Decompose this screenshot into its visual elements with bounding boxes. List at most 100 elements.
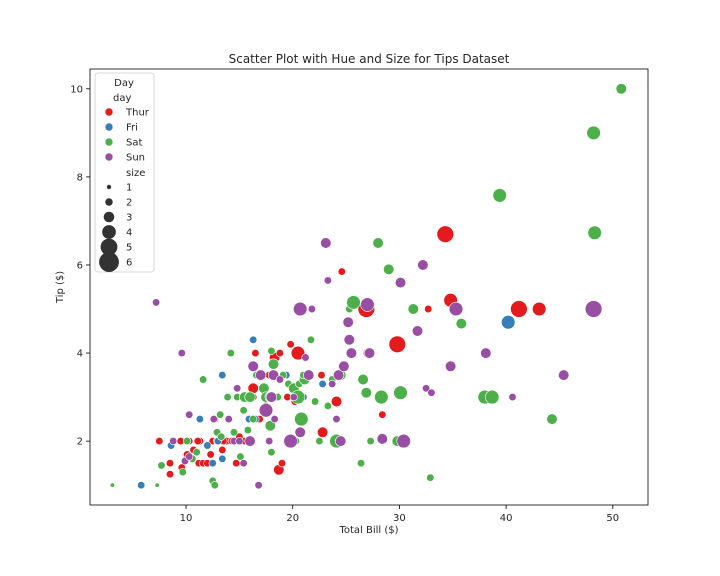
point-sat-1 [154, 482, 160, 488]
point-sat-52 [366, 437, 375, 446]
point-thur-39 [330, 395, 343, 408]
point-thur-29 [275, 349, 284, 358]
point-sat-65 [586, 125, 601, 141]
legend-hue-heading: day [113, 93, 131, 104]
point-thur-44 [388, 335, 406, 353]
point-sun-28 [307, 304, 316, 314]
point-sun-22 [283, 433, 298, 449]
legend-size-marker-1 [106, 184, 112, 190]
point-fri-3 [195, 415, 204, 424]
point-sat-29 [267, 358, 280, 370]
point-sun-25 [294, 426, 306, 438]
point-sun-2 [177, 349, 186, 358]
legend-size-label-1: 1 [126, 183, 132, 194]
point-sun-11 [239, 459, 248, 468]
point-sat-0 [109, 482, 115, 488]
point-sun-26 [301, 353, 310, 362]
points-layer [109, 83, 627, 490]
point-sat-53 [372, 237, 384, 249]
point-fri-0 [137, 481, 146, 490]
point-sat-17 [236, 452, 245, 461]
point-sat-14 [226, 349, 235, 358]
point-thur-0 [155, 437, 164, 446]
point-sun-24 [293, 301, 308, 317]
point-thur-22 [251, 349, 260, 358]
point-sun-6 [209, 415, 218, 424]
point-sun-13 [247, 360, 259, 372]
point-sun-46 [422, 384, 431, 393]
y-tick-label-10: 10 [70, 84, 83, 95]
legend-label-fri: Fri [126, 123, 138, 134]
point-sat-48 [346, 295, 361, 310]
x-tick-label-10: 10 [180, 513, 193, 524]
point-sat-62 [485, 389, 500, 405]
point-sun-44 [411, 325, 424, 337]
point-sun-19 [267, 369, 280, 381]
point-sun-5 [185, 452, 194, 461]
point-sat-58 [407, 303, 419, 315]
point-sun-31 [328, 379, 337, 388]
point-sun-27 [303, 369, 315, 381]
point-sat-28 [267, 448, 276, 457]
point-thur-18 [232, 459, 241, 468]
point-sat-59 [426, 473, 435, 482]
point-fri-5 [208, 459, 217, 468]
x-tick-label-40: 40 [500, 513, 513, 524]
point-sun-51 [508, 393, 517, 402]
point-sun-47 [427, 388, 436, 397]
legend-size-label-5: 5 [126, 243, 132, 254]
legend-title: Day [114, 78, 134, 89]
point-sun-50 [480, 347, 492, 359]
point-sat-51 [360, 387, 372, 399]
point-sat-49 [356, 459, 366, 468]
point-sat-50 [357, 373, 369, 386]
point-fri-4 [203, 441, 212, 450]
point-sun-30 [323, 276, 332, 285]
y-tick-label-2: 2 [77, 437, 83, 448]
legend-size-heading: size [126, 168, 145, 179]
point-thur-35 [290, 345, 306, 361]
point-sun-1 [169, 437, 178, 446]
point-sun-52 [558, 369, 570, 381]
point-sat-26 [264, 420, 276, 432]
chart-title: Scatter Plot with Hue and Size for Tips … [229, 52, 510, 66]
point-sun-49 [448, 301, 464, 317]
point-thur-37 [317, 371, 326, 380]
point-sat-13 [223, 393, 232, 402]
point-sat-21 [244, 391, 256, 403]
point-sun-20 [270, 415, 279, 424]
legend-box [94, 72, 155, 273]
point-sun-21 [275, 375, 284, 384]
y-tick-label-6: 6 [77, 260, 83, 271]
point-sun-17 [265, 437, 274, 446]
legend-label-sat: Sat [126, 138, 142, 149]
plot-frame [89, 68, 649, 506]
point-sat-11 [216, 410, 225, 419]
point-thur-43 [378, 410, 387, 419]
legend-marker-thur [104, 107, 114, 117]
point-sat-60 [455, 318, 467, 330]
point-sun-12 [244, 435, 256, 447]
x-tick-label-30: 30 [393, 513, 406, 524]
point-sat-20 [243, 426, 252, 435]
point-thur-40 [337, 267, 346, 276]
point-sat-6 [192, 448, 201, 457]
point-sat-22 [249, 415, 258, 424]
point-sat-67 [615, 83, 627, 95]
point-sun-40 [363, 347, 376, 359]
point-sun-39 [360, 297, 375, 312]
legend-size-marker-6 [99, 252, 119, 272]
point-thur-1 [165, 459, 175, 468]
point-sun-15 [255, 369, 267, 381]
point-thur-46 [436, 225, 454, 243]
point-thur-11 [206, 450, 215, 459]
legend-label-sun: Sun [126, 153, 145, 164]
point-sat-64 [546, 413, 558, 425]
point-thur-33 [286, 340, 295, 349]
point-thur-31 [277, 459, 287, 468]
legend-size-label-6: 6 [126, 258, 132, 269]
point-sun-53 [584, 300, 603, 318]
point-fri-13 [318, 379, 327, 388]
point-sun-37 [343, 334, 355, 346]
point-sat-39 [306, 335, 315, 344]
